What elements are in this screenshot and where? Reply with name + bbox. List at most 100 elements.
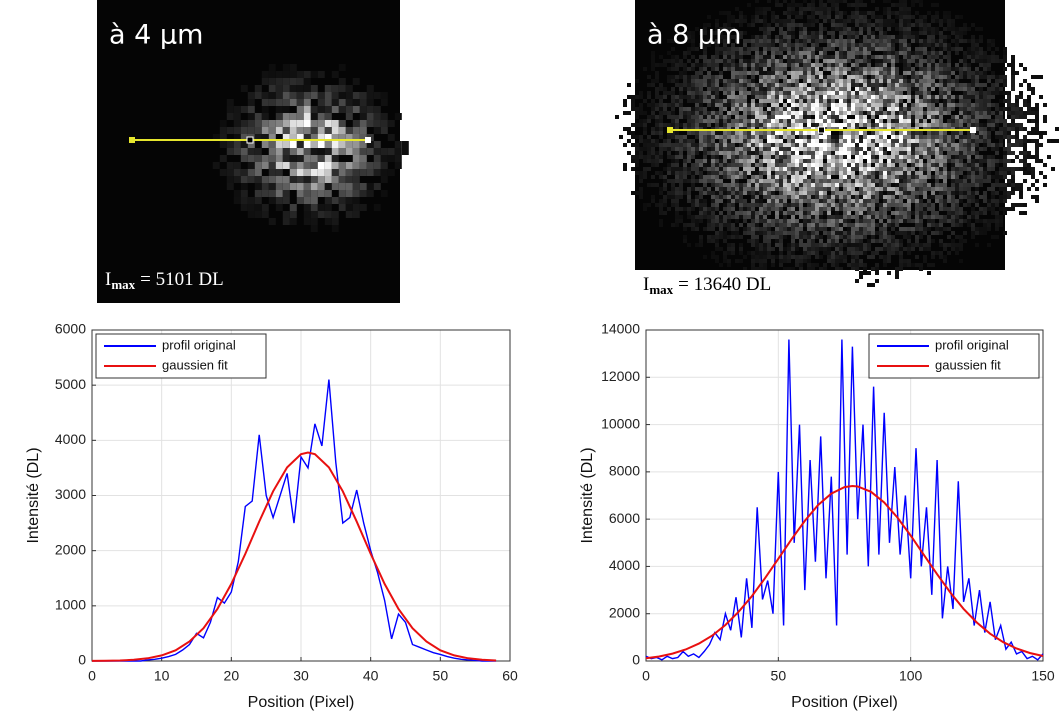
speckle-cell [755, 203, 759, 207]
speckle-cell [863, 223, 867, 227]
speckle-cell [743, 151, 747, 155]
speckle-cell [899, 203, 903, 207]
speckle-cell [927, 199, 931, 203]
speckle-cell [359, 127, 367, 134]
speckle-cell [939, 219, 943, 223]
speckle-cell [963, 119, 967, 123]
speckle-cell [963, 239, 967, 243]
speckle-cell [847, 103, 851, 107]
speckle-cell [839, 139, 843, 143]
speckle-cell [268, 197, 276, 204]
speckle-cell [931, 187, 935, 191]
speckle-cell [667, 163, 671, 167]
speckle-cell [843, 95, 847, 99]
speckle-cell [963, 219, 967, 223]
speckle-cell [831, 87, 835, 91]
speckle-cell [771, 67, 775, 71]
speckle-cell [683, 123, 687, 127]
speckle-cell [787, 123, 791, 127]
speckle-cell [987, 187, 991, 191]
speckle-cell [775, 139, 779, 143]
speckle-cell [735, 55, 739, 59]
speckle-cell [1003, 155, 1007, 159]
speckle-cell [859, 191, 863, 195]
speckle-cell [987, 119, 991, 123]
speckle-cell [703, 147, 707, 151]
speckle-cell [907, 103, 911, 107]
speckle-cell [999, 223, 1003, 227]
speckle-cell [763, 51, 767, 55]
speckle-cell [999, 111, 1003, 115]
speckle-cell [903, 39, 907, 43]
speckle-cell [747, 207, 751, 211]
speckle-cell [635, 163, 639, 167]
speckle-cell [775, 179, 779, 183]
speckle-cell [310, 120, 318, 127]
speckle-cell [739, 31, 743, 35]
speckle-cell [971, 87, 975, 91]
speckle-cell [719, 39, 723, 43]
speckle-cell [303, 190, 311, 197]
speckle-cell [751, 19, 755, 23]
speckle-cell [899, 167, 903, 171]
speckle-cell [987, 227, 991, 231]
speckle-cell [923, 67, 927, 71]
speckle-cell [783, 151, 787, 155]
speckle-cell [791, 215, 795, 219]
speckle-cell [867, 55, 871, 59]
speckle-cell [923, 187, 927, 191]
speckle-cell [787, 131, 791, 135]
speckle-cell [871, 79, 875, 83]
speckle-cell [983, 143, 987, 147]
speckle-cell [835, 143, 839, 147]
speckle-cell [859, 107, 863, 111]
speckle-cell [871, 123, 875, 127]
speckle-cell [739, 119, 743, 123]
speckle-cell [927, 91, 931, 95]
speckle-cell [731, 191, 735, 195]
speckle-cell [835, 235, 839, 239]
speckle-cell [807, 23, 811, 27]
speckle-cell [727, 215, 731, 219]
speckle-cell [275, 113, 283, 120]
speckle-cell [899, 227, 903, 231]
speckle-cell [931, 31, 935, 35]
speckle-cell [939, 223, 943, 227]
speckle-cell [943, 123, 947, 127]
speckle-cell [1035, 139, 1039, 143]
speckle-cell [703, 215, 707, 219]
speckle-cell [959, 107, 963, 111]
speckle-cell [863, 47, 867, 51]
speckle-cell [843, 115, 847, 119]
speckle-cell [871, 143, 875, 147]
speckle-cell [879, 23, 883, 27]
speckle-cell [811, 179, 815, 183]
speckle-cell [1023, 163, 1027, 167]
speckle-cell [1003, 123, 1007, 127]
speckle-cell [691, 143, 695, 147]
speckle-cell [787, 7, 791, 11]
speckle-cell [903, 31, 907, 35]
speckle-cell [815, 115, 819, 119]
speckle-cell [951, 99, 955, 103]
speckle-cell [903, 79, 907, 83]
speckle-cell [835, 219, 839, 223]
speckle-cell [811, 163, 815, 167]
speckle-cell [1007, 115, 1011, 119]
speckle-cell [289, 78, 297, 85]
speckle-cell [995, 91, 999, 95]
speckle-cell [919, 171, 923, 175]
speckle-cell [807, 51, 811, 55]
speckle-cell [907, 139, 911, 143]
speckle-cell [919, 147, 923, 151]
speckle-cell [759, 135, 763, 139]
speckle-cell [807, 3, 811, 7]
speckle-cell [851, 31, 855, 35]
speckle-cell [268, 141, 276, 148]
speckle-cell [1023, 99, 1027, 103]
speckle-cell [883, 215, 887, 219]
speckle-cell [827, 243, 831, 247]
speckle-cell [282, 92, 290, 99]
speckle-cell [991, 219, 995, 223]
speckle-cell [791, 219, 795, 223]
